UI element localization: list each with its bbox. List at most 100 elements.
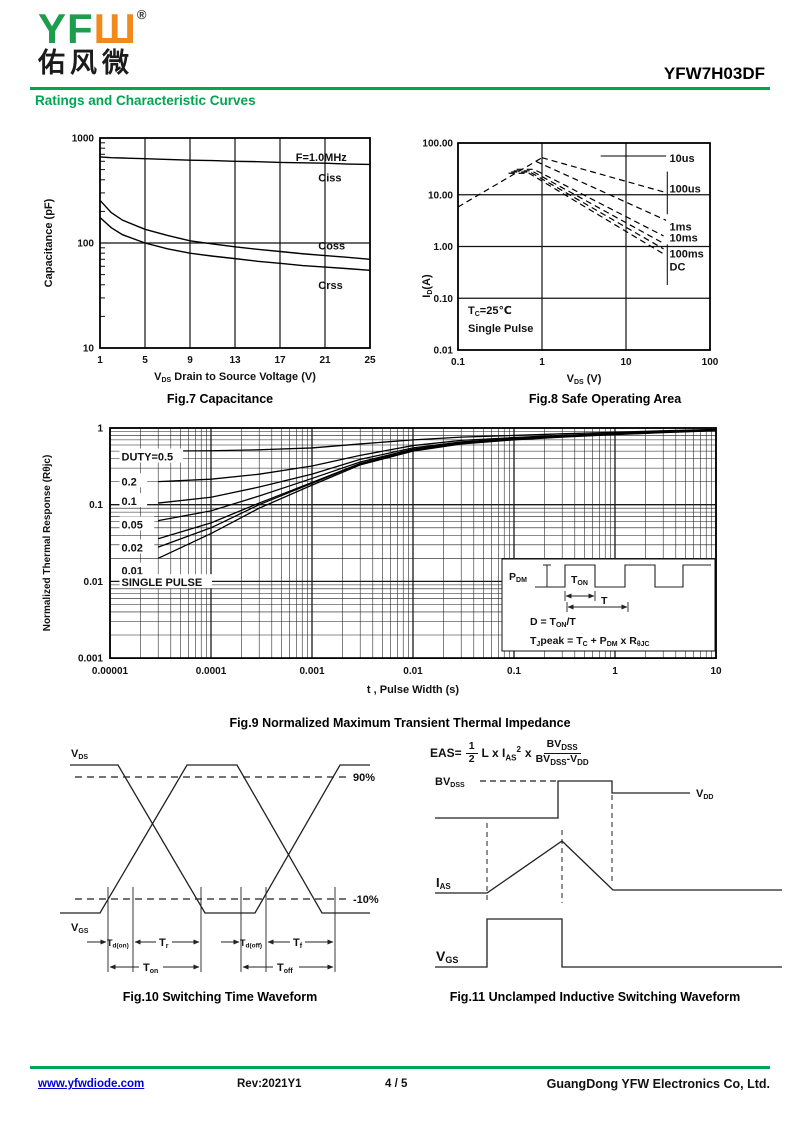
fig10-tdon-label: Td(on) xyxy=(107,938,129,950)
fig11-ias-label: IAS xyxy=(436,875,451,891)
fig10-90pct-label: 90% xyxy=(353,772,375,784)
svg-text:F=1.0MHz: F=1.0MHz xyxy=(296,152,348,164)
fig11-vgs-trace xyxy=(435,918,782,968)
svg-text:100us: 100us xyxy=(670,183,701,195)
svg-text:0.2: 0.2 xyxy=(122,476,137,488)
svg-text:0.10: 0.10 xyxy=(434,294,454,305)
fig10-vgs-trace xyxy=(60,764,370,914)
fig10-measure-ticks xyxy=(107,887,336,972)
svg-text:10ms: 10ms xyxy=(670,233,698,245)
svg-text:100: 100 xyxy=(77,239,94,250)
header-divider xyxy=(30,87,770,90)
fig10-timing-row2: Ton Toff xyxy=(109,959,334,975)
fig11-caption: Fig.11 Unclamped Inductive Switching Wav… xyxy=(449,990,741,1004)
fig10-tdoff-label: Td(off) xyxy=(240,938,262,950)
svg-text:5: 5 xyxy=(142,355,148,366)
svg-text:0.001: 0.001 xyxy=(78,654,103,665)
svg-text:25: 25 xyxy=(364,355,376,366)
fig9-x-axis-label: t , Pulse Width (s) xyxy=(367,684,460,696)
svg-text:100: 100 xyxy=(702,357,719,368)
svg-text:0.1: 0.1 xyxy=(89,500,103,511)
eas-times: x xyxy=(524,746,532,761)
svg-text:10: 10 xyxy=(620,357,632,368)
fig8-caption: Fig.8 Safe Operating Area xyxy=(528,392,682,406)
fig7-plot-area: Ciss Coss Crss F=1.0MHz 1000 100 101 5 9 13 17 21 25 xyxy=(72,134,376,367)
eas-lhs: EAS= xyxy=(430,746,462,761)
fig10-tf-label: Tf xyxy=(293,937,303,950)
svg-text:DUTY=0.5: DUTY=0.5 xyxy=(122,452,174,464)
fig7-x-axis-label: VDS Drain to Source Voltage (V) xyxy=(154,371,316,384)
svg-text:Ciss: Ciss xyxy=(318,173,341,185)
svg-text:10: 10 xyxy=(710,666,722,677)
svg-text:0.01: 0.01 xyxy=(434,346,454,357)
svg-text:0.0001: 0.0001 xyxy=(196,666,227,677)
registered-mark-icon: ® xyxy=(136,7,148,22)
fig11-uis-waveform: BVDSS VDD IAS VGS xyxy=(435,776,782,968)
footer-divider xyxy=(30,1066,770,1069)
svg-text:0.01: 0.01 xyxy=(84,577,104,588)
fig11-ias-trace xyxy=(435,840,782,894)
fig8-condition-tc: TC=25℃ xyxy=(468,305,512,318)
fig8-y-axis-label: ID(A) xyxy=(421,274,434,298)
fig11-vdd-label: VDD xyxy=(696,788,713,801)
svg-text:0.001: 0.001 xyxy=(299,666,324,677)
fig10-10pct-label: -10% xyxy=(353,894,379,906)
footer-revision: Rev:2021Y1 xyxy=(237,1078,302,1090)
fig9-y-axis-label: Normalized Thermal Response (Rθjc) xyxy=(42,455,53,632)
svg-text:Coss: Coss xyxy=(318,240,345,252)
svg-text:1000: 1000 xyxy=(72,134,95,145)
eas-bv-fraction: BVDSS BVDSS-VDD xyxy=(535,738,589,767)
svg-text:1: 1 xyxy=(612,666,618,677)
logo-text-green: YF xyxy=(38,5,94,52)
svg-text:9: 9 xyxy=(187,355,193,366)
fig9-inset-duty-formula: D = TON/T xyxy=(530,616,576,629)
fig9-caption: Fig.9 Normalized Maximum Transient Therm… xyxy=(229,716,571,730)
svg-text:0.1: 0.1 xyxy=(451,357,465,368)
fig9-inset-pdm-bar xyxy=(543,564,551,588)
fig11-vds-trace xyxy=(435,780,690,819)
fig9-inset-tjpeak-formula: TJpeak = TC + PDM x RθJC xyxy=(530,635,650,648)
fig7-capacitance-chart: Ciss Coss Crss F=1.0MHz 1000 100 101 5 9 13 17 21 25… xyxy=(43,134,376,385)
logo-wordmark: YFШ® xyxy=(38,8,147,50)
fig10-timing-row1: Td(on) Tr Td(off) Tf xyxy=(87,934,334,950)
fig9-inset-ton-label: TON xyxy=(571,574,588,587)
svg-text:17: 17 xyxy=(274,355,286,366)
footer-page-number: 4 / 5 xyxy=(385,1078,408,1090)
fig9-inset-pdm-label: PDM xyxy=(509,571,527,584)
svg-text:10.00: 10.00 xyxy=(428,190,453,201)
svg-text:1: 1 xyxy=(539,357,545,368)
fig10-switching-waveform: 90% -10% VDS VGS Td(on) Tr Td(off) Tf To… xyxy=(60,748,379,975)
eas-mid: L x IAS2 xyxy=(481,744,521,763)
company-logo: YFШ® 佑风微 xyxy=(38,8,147,77)
svg-text:1: 1 xyxy=(97,355,103,366)
svg-text:100ms: 100ms xyxy=(670,248,704,260)
svg-text:1ms: 1ms xyxy=(670,221,692,233)
svg-text:SINGLE PULSE: SINGLE PULSE xyxy=(122,577,203,589)
svg-text:DC: DC xyxy=(670,262,686,274)
svg-text:21: 21 xyxy=(319,355,331,366)
section-title: Ratings and Characteristic Curves xyxy=(35,93,256,108)
footer-company-name: GuangDong YFW Electronics Co, Ltd. xyxy=(546,1077,770,1091)
fig7-caption: Fig.7 Capacitance xyxy=(166,392,274,406)
footer-website-link[interactable]: www.yfwdiode.com xyxy=(38,1078,145,1090)
fig9-inset-diagram: PDM TON T D = TON/T TJpeak = TC + PDM x … xyxy=(501,558,716,652)
fig7-y-axis-label: Capacitance (pF) xyxy=(43,198,55,287)
logo-chinese-name: 佑风微 xyxy=(38,48,134,78)
fig9-inset-pulse-train xyxy=(535,564,711,588)
svg-text:1: 1 xyxy=(97,424,103,435)
svg-text:0.02: 0.02 xyxy=(122,543,143,555)
fig11-vgs-label: VGS xyxy=(436,948,458,965)
svg-text:0.1: 0.1 xyxy=(122,496,137,508)
fig10-vds-label: VDS xyxy=(71,748,88,761)
fig10-toff-label: Toff xyxy=(277,962,293,975)
svg-text:0.00001: 0.00001 xyxy=(92,666,129,677)
svg-text:100.00: 100.00 xyxy=(422,139,453,150)
fig10-vgs-label: VGS xyxy=(71,922,89,935)
